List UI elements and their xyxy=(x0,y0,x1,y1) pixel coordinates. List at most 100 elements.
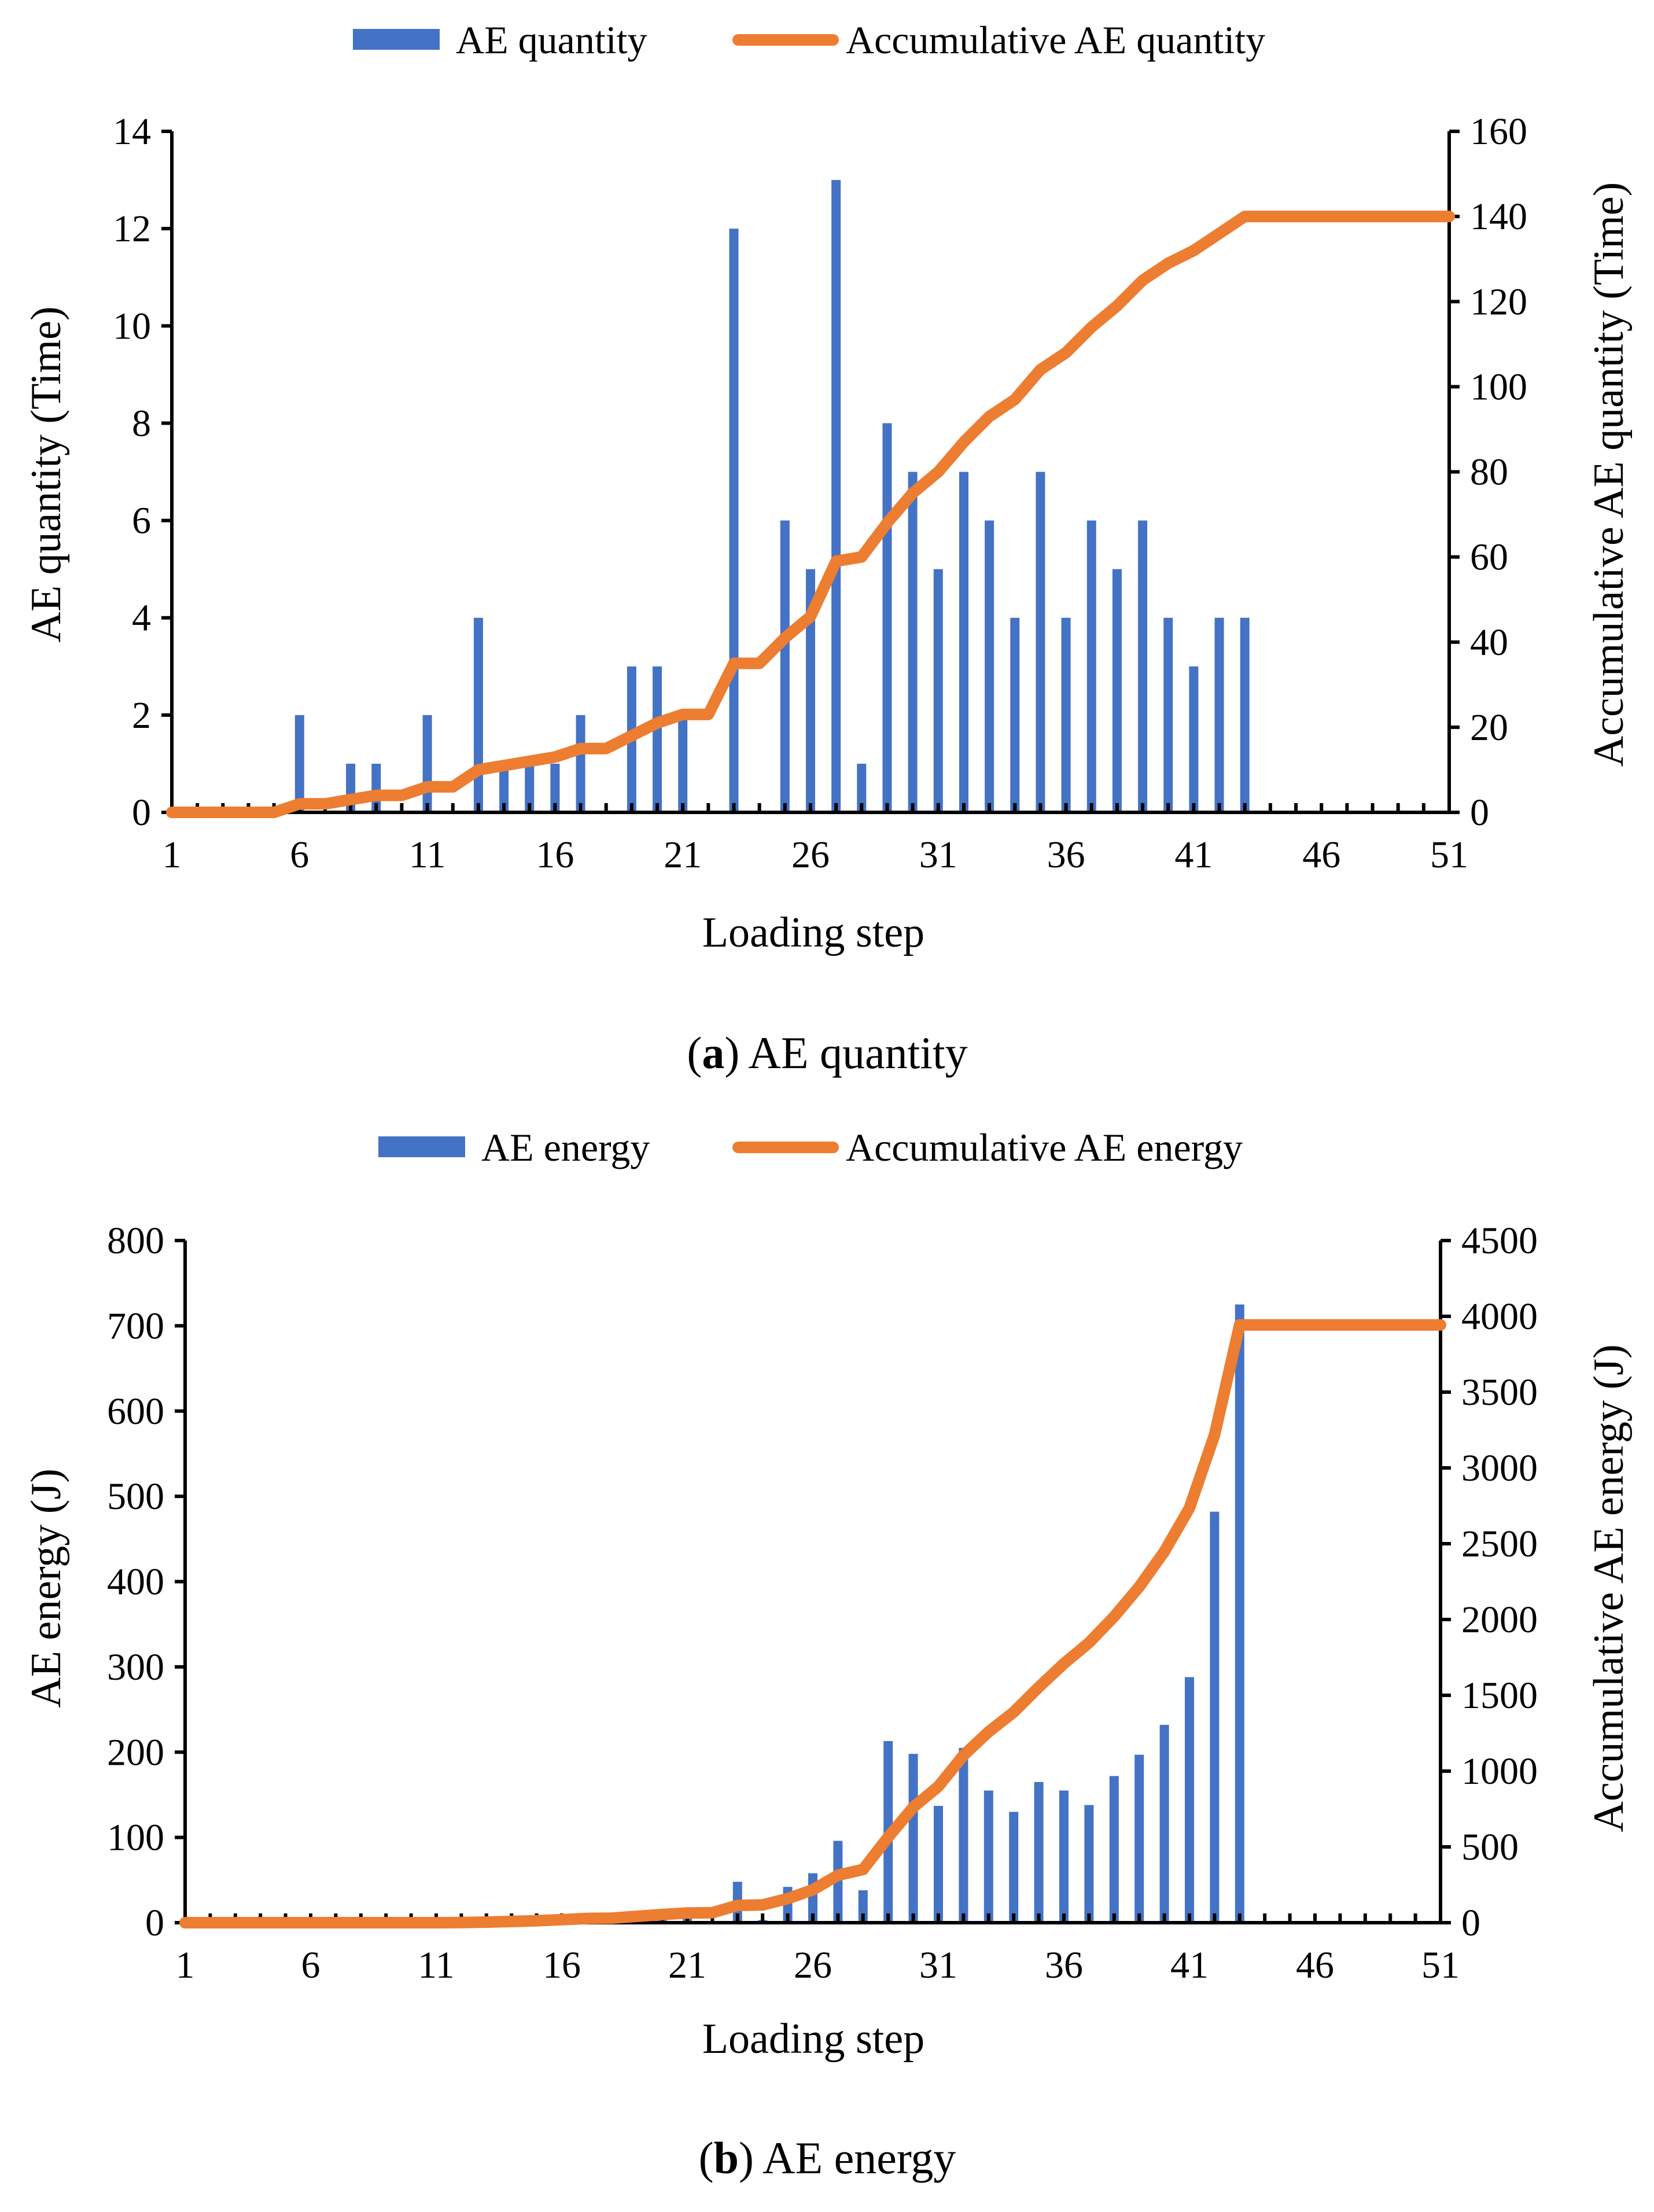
y-right-tick-label-a-20: 20 xyxy=(1470,706,1508,749)
bar-a-step-37 xyxy=(1086,520,1096,812)
x-tick-label-b-41: 41 xyxy=(1170,1944,1209,1986)
y-right-tick-label-b-3500: 3500 xyxy=(1461,1371,1538,1414)
x-tick-label-a-36: 36 xyxy=(1047,834,1085,876)
y-left-tick-label-b-600: 600 xyxy=(107,1390,164,1433)
y-right-tick-label-a-120: 120 xyxy=(1470,281,1527,323)
y-left-tick-label-a-2: 2 xyxy=(132,694,151,737)
y-left-tick-label-b-400: 400 xyxy=(107,1561,164,1603)
y-left-tick-label-b-700: 700 xyxy=(107,1305,164,1347)
bar-a-step-21 xyxy=(678,715,688,812)
bar-a-step-39 xyxy=(1138,520,1148,812)
y-left-tick-label-b-500: 500 xyxy=(107,1475,164,1518)
bar-a-step-34 xyxy=(1010,617,1020,812)
y-left-axis-title-a: AE quantity (Time) xyxy=(23,306,70,642)
chart-panel-a: AE quantity Accumulative AE quantity 0 2 4… xyxy=(23,18,1633,1078)
x-tick-label-b-51: 51 xyxy=(1421,1944,1460,1986)
bar-b-step-38 xyxy=(1109,1776,1119,1923)
legend-line-label-a: Accumulative AE quantity xyxy=(846,18,1265,62)
y-right-tick-label-a-60: 60 xyxy=(1470,536,1508,579)
legend-a: AE quantity Accumulative AE quantity xyxy=(353,18,1265,62)
y-right-tick-label-b-4000: 4000 xyxy=(1461,1295,1538,1338)
x-tick-label-b-46: 46 xyxy=(1296,1944,1334,1986)
x-tick-label-b-21: 21 xyxy=(668,1944,706,1986)
legend-bar-label-a: AE quantity xyxy=(456,18,647,62)
x-tick-label-a-31: 31 xyxy=(919,834,957,876)
bar-a-step-20 xyxy=(653,666,662,812)
y-right-tick-label-a-40: 40 xyxy=(1470,621,1508,664)
bar-b-step-32 xyxy=(959,1747,968,1923)
x-tick-label-a-1: 1 xyxy=(163,834,182,876)
bar-b-step-40 xyxy=(1159,1725,1169,1923)
legend-line-label-b: Accumulative AE energy xyxy=(846,1125,1243,1169)
y-right-tick-label-b-2500: 2500 xyxy=(1461,1523,1538,1565)
accumulative-line-a xyxy=(166,211,1455,818)
y-right-ticks-a: 0 20 40 60 80 100 120 140 160 xyxy=(1449,111,1527,834)
x-tick-label-a-41: 41 xyxy=(1174,834,1213,876)
x-tick-label-b-26: 26 xyxy=(794,1944,832,1986)
legend-bar-swatch-a xyxy=(353,29,440,50)
bar-a-step-26 xyxy=(806,569,815,812)
axes-b xyxy=(183,1241,1442,1924)
bar-a-step-14 xyxy=(499,763,509,812)
bar-a-step-43 xyxy=(1240,617,1250,812)
caption-letter-a: a xyxy=(702,1028,724,1078)
y-right-tick-label-b-2000: 2000 xyxy=(1461,1599,1538,1641)
bar-a-step-29 xyxy=(882,423,892,812)
y-right-tick-label-a-160: 160 xyxy=(1470,111,1527,153)
y-right-tick-label-b-500: 500 xyxy=(1461,1826,1519,1868)
bar-a-step-16 xyxy=(550,763,560,812)
bar-b-step-37 xyxy=(1084,1805,1094,1923)
x-tick-label-b-36: 36 xyxy=(1045,1944,1083,1986)
bar-a-step-38 xyxy=(1112,569,1122,812)
x-tick-label-a-16: 16 xyxy=(536,834,574,876)
bar-a-step-36 xyxy=(1061,617,1071,812)
bar-b-step-33 xyxy=(983,1790,993,1923)
bar-b-step-28 xyxy=(858,1890,868,1923)
x-tick-label-a-6: 6 xyxy=(290,834,309,876)
bar-a-step-31 xyxy=(933,569,943,812)
y-right-tick-label-a-0: 0 xyxy=(1470,792,1489,834)
y-left-tick-label-a-10: 10 xyxy=(113,305,151,347)
x-tick-label-b-6: 6 xyxy=(301,1944,321,1986)
bar-b-step-35 xyxy=(1034,1782,1044,1923)
x-tick-label-a-51: 51 xyxy=(1430,834,1468,876)
bar-b-step-42 xyxy=(1210,1511,1220,1923)
accumulative-line-b xyxy=(179,1319,1446,1928)
bar-a-step-15 xyxy=(525,763,535,812)
bar-b-step-43 xyxy=(1235,1304,1244,1923)
y-right-tick-label-a-80: 80 xyxy=(1470,451,1508,494)
y-left-tick-label-a-0: 0 xyxy=(132,792,151,834)
bar-a-step-6 xyxy=(294,715,304,812)
y-right-tick-label-b-3000: 3000 xyxy=(1461,1447,1538,1489)
bar-a-step-11 xyxy=(422,715,432,812)
y-right-axis-title-b: Accumulative AE energy (J) xyxy=(1585,1344,1633,1832)
bar-b-step-36 xyxy=(1059,1790,1069,1923)
x-tick-label-b-1: 1 xyxy=(176,1944,195,1986)
bar-a-step-13 xyxy=(473,617,483,812)
bar-a-step-33 xyxy=(985,520,994,812)
bar-a-step-42 xyxy=(1214,617,1224,812)
x-tick-label-b-11: 11 xyxy=(418,1944,455,1986)
bar-a-step-17 xyxy=(576,715,585,812)
y-left-tick-label-a-6: 6 xyxy=(132,500,151,542)
x-tick-labels-a: 1 6 11 16 21 26 31 36 41 46 51 xyxy=(163,834,1469,876)
bar-a-step-25 xyxy=(780,520,790,812)
bar-a-step-28 xyxy=(857,763,867,812)
bar-a-step-40 xyxy=(1163,617,1173,812)
y-left-tick-label-b-300: 300 xyxy=(107,1646,164,1688)
caption-text-a: AE quantity xyxy=(739,1028,967,1078)
caption-a: (a) AE quantity xyxy=(687,1028,967,1078)
y-left-tick-label-a-12: 12 xyxy=(113,208,151,250)
bar-b-step-30 xyxy=(908,1754,918,1923)
bar-a-step-41 xyxy=(1189,666,1199,812)
x-tick-labels-b: 1 6 11 16 21 26 31 36 41 46 51 xyxy=(176,1944,1460,1986)
x-tick-label-b-31: 31 xyxy=(919,1944,957,1986)
y-right-ticks-b: 0 500 1000 1500 2000 2500 3000 3500 4000 4500 xyxy=(1441,1220,1538,1944)
bar-series-a xyxy=(294,180,1250,813)
y-left-tick-label-b-800: 800 xyxy=(107,1220,164,1262)
y-right-tick-label-a-140: 140 xyxy=(1470,196,1527,238)
y-right-tick-label-b-4500: 4500 xyxy=(1461,1220,1538,1262)
y-left-ticks-b: 0 100 200 300 400 500 600 700 800 xyxy=(107,1220,185,1944)
y-left-tick-label-b-0: 0 xyxy=(145,1902,164,1944)
